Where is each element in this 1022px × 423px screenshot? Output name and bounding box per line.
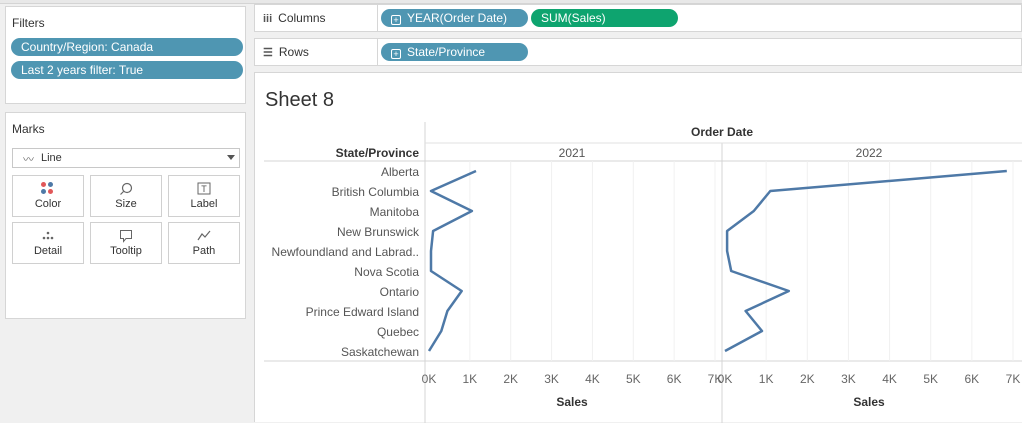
- line-mark-icon: 〰: [23, 154, 34, 166]
- series-line-2022: [724, 169, 1007, 353]
- x-tick-label: 7K: [708, 372, 723, 386]
- rows-icon: ☰: [263, 47, 273, 59]
- year-header: 2021: [559, 146, 586, 160]
- expand-plus-icon: +: [391, 49, 401, 59]
- x-tick-label: 6K: [667, 372, 682, 386]
- path-button-label: Path: [192, 245, 216, 257]
- line-chart[interactable]: Order Date State/Province Alberta British C…: [255, 73, 1022, 423]
- filters-card: Filters Country/Region: Canada Last 2 ye…: [5, 6, 246, 104]
- path-button[interactable]: Path: [168, 222, 240, 264]
- row-header-state-province: State/Province: [336, 146, 420, 160]
- row-label: Alberta: [381, 165, 419, 179]
- x-tick-label: 2K: [503, 372, 518, 386]
- size-button[interactable]: Size: [90, 175, 162, 217]
- color-button[interactable]: Color: [12, 175, 84, 217]
- row-label: Prince Edward Island: [306, 305, 419, 319]
- rows-pill-label: State/Province: [407, 45, 486, 59]
- x-tick-label: 5K: [626, 372, 641, 386]
- rows-shelf-label-box: ☰ Rows: [254, 38, 378, 66]
- marks-title: Marks: [12, 122, 45, 136]
- svg-text:T: T: [201, 184, 207, 194]
- row-label: Saskatchewan: [341, 345, 419, 359]
- row-label: Manitoba: [370, 205, 420, 219]
- x-tick-label: 0K: [718, 372, 733, 386]
- x-tick-label: 3K: [841, 372, 856, 386]
- x-tick-label: 4K: [882, 372, 897, 386]
- rows-pill-state-province[interactable]: + State/Province: [381, 43, 528, 61]
- detail-button[interactable]: Detail: [12, 222, 84, 264]
- mark-type-dropdown[interactable]: 〰 Line: [12, 148, 240, 168]
- mark-type-label: Line: [41, 152, 62, 164]
- columns-icon: iii: [263, 13, 273, 25]
- row-label: New Brunswick: [337, 225, 420, 239]
- detail-button-label: Detail: [33, 245, 63, 257]
- x-tick-label: 0K: [422, 372, 437, 386]
- columns-shelf-label-box: iii Columns: [254, 4, 378, 32]
- series-line-2021: [427, 169, 477, 352]
- viz-canvas: Sheet 8 Order Date State/Province Alberta B…: [254, 72, 1022, 423]
- row-label: Quebec: [377, 325, 419, 339]
- x-axis-title: Sales: [556, 395, 588, 409]
- path-icon: [169, 223, 239, 243]
- column-header-order-date: Order Date: [691, 125, 753, 139]
- x-tick-label: 2K: [800, 372, 815, 386]
- columns-label: Columns: [278, 11, 326, 25]
- columns-pill-year-order-date[interactable]: + YEAR(Order Date): [381, 9, 528, 27]
- x-tick-label: 1K: [463, 372, 478, 386]
- row-label: Nova Scotia: [354, 265, 419, 279]
- sheet-title: Sheet 8: [265, 89, 334, 111]
- color-button-label: Color: [34, 198, 62, 210]
- year-header: 2022: [856, 146, 883, 160]
- rows-shelf-title: ☰ Rows: [263, 45, 309, 59]
- top-divider: [0, 0, 1022, 4]
- columns-pill-sum-sales[interactable]: SUM(Sales): [531, 9, 678, 27]
- text-label-icon: T: [169, 176, 239, 196]
- x-tick-label: 3K: [544, 372, 559, 386]
- size-button-label: Size: [115, 198, 137, 210]
- rows-label: Rows: [278, 45, 309, 59]
- row-label: Ontario: [380, 285, 420, 299]
- x-tick-label: 5K: [923, 372, 938, 386]
- tooltip-button-label: Tooltip: [110, 245, 142, 257]
- detail-dots-icon: [13, 223, 83, 243]
- filter-pill-last-2-years[interactable]: Last 2 years filter: True: [11, 61, 243, 79]
- filters-title: Filters: [12, 16, 45, 30]
- expand-plus-icon: +: [391, 15, 401, 25]
- tooltip-icon: [91, 223, 161, 243]
- label-button-label: Label: [190, 198, 218, 210]
- color-dots-icon: [13, 176, 83, 196]
- size-icon: [91, 176, 161, 196]
- columns-pill-label: YEAR(Order Date): [407, 11, 508, 25]
- row-label: Newfoundland and Labrad..: [272, 245, 419, 259]
- row-label: British Columbia: [332, 185, 420, 199]
- x-axis-title: Sales: [853, 395, 885, 409]
- x-tick-label: 4K: [585, 372, 600, 386]
- x-tick-label: 7K: [1006, 372, 1021, 386]
- label-button[interactable]: T Label: [168, 175, 240, 217]
- filter-pill-country[interactable]: Country/Region: Canada: [11, 38, 243, 56]
- chevron-down-icon: [227, 155, 235, 160]
- x-tick-label: 6K: [965, 372, 980, 386]
- tooltip-button[interactable]: Tooltip: [90, 222, 162, 264]
- x-tick-label: 1K: [759, 372, 774, 386]
- columns-shelf-title: iii Columns: [263, 11, 326, 25]
